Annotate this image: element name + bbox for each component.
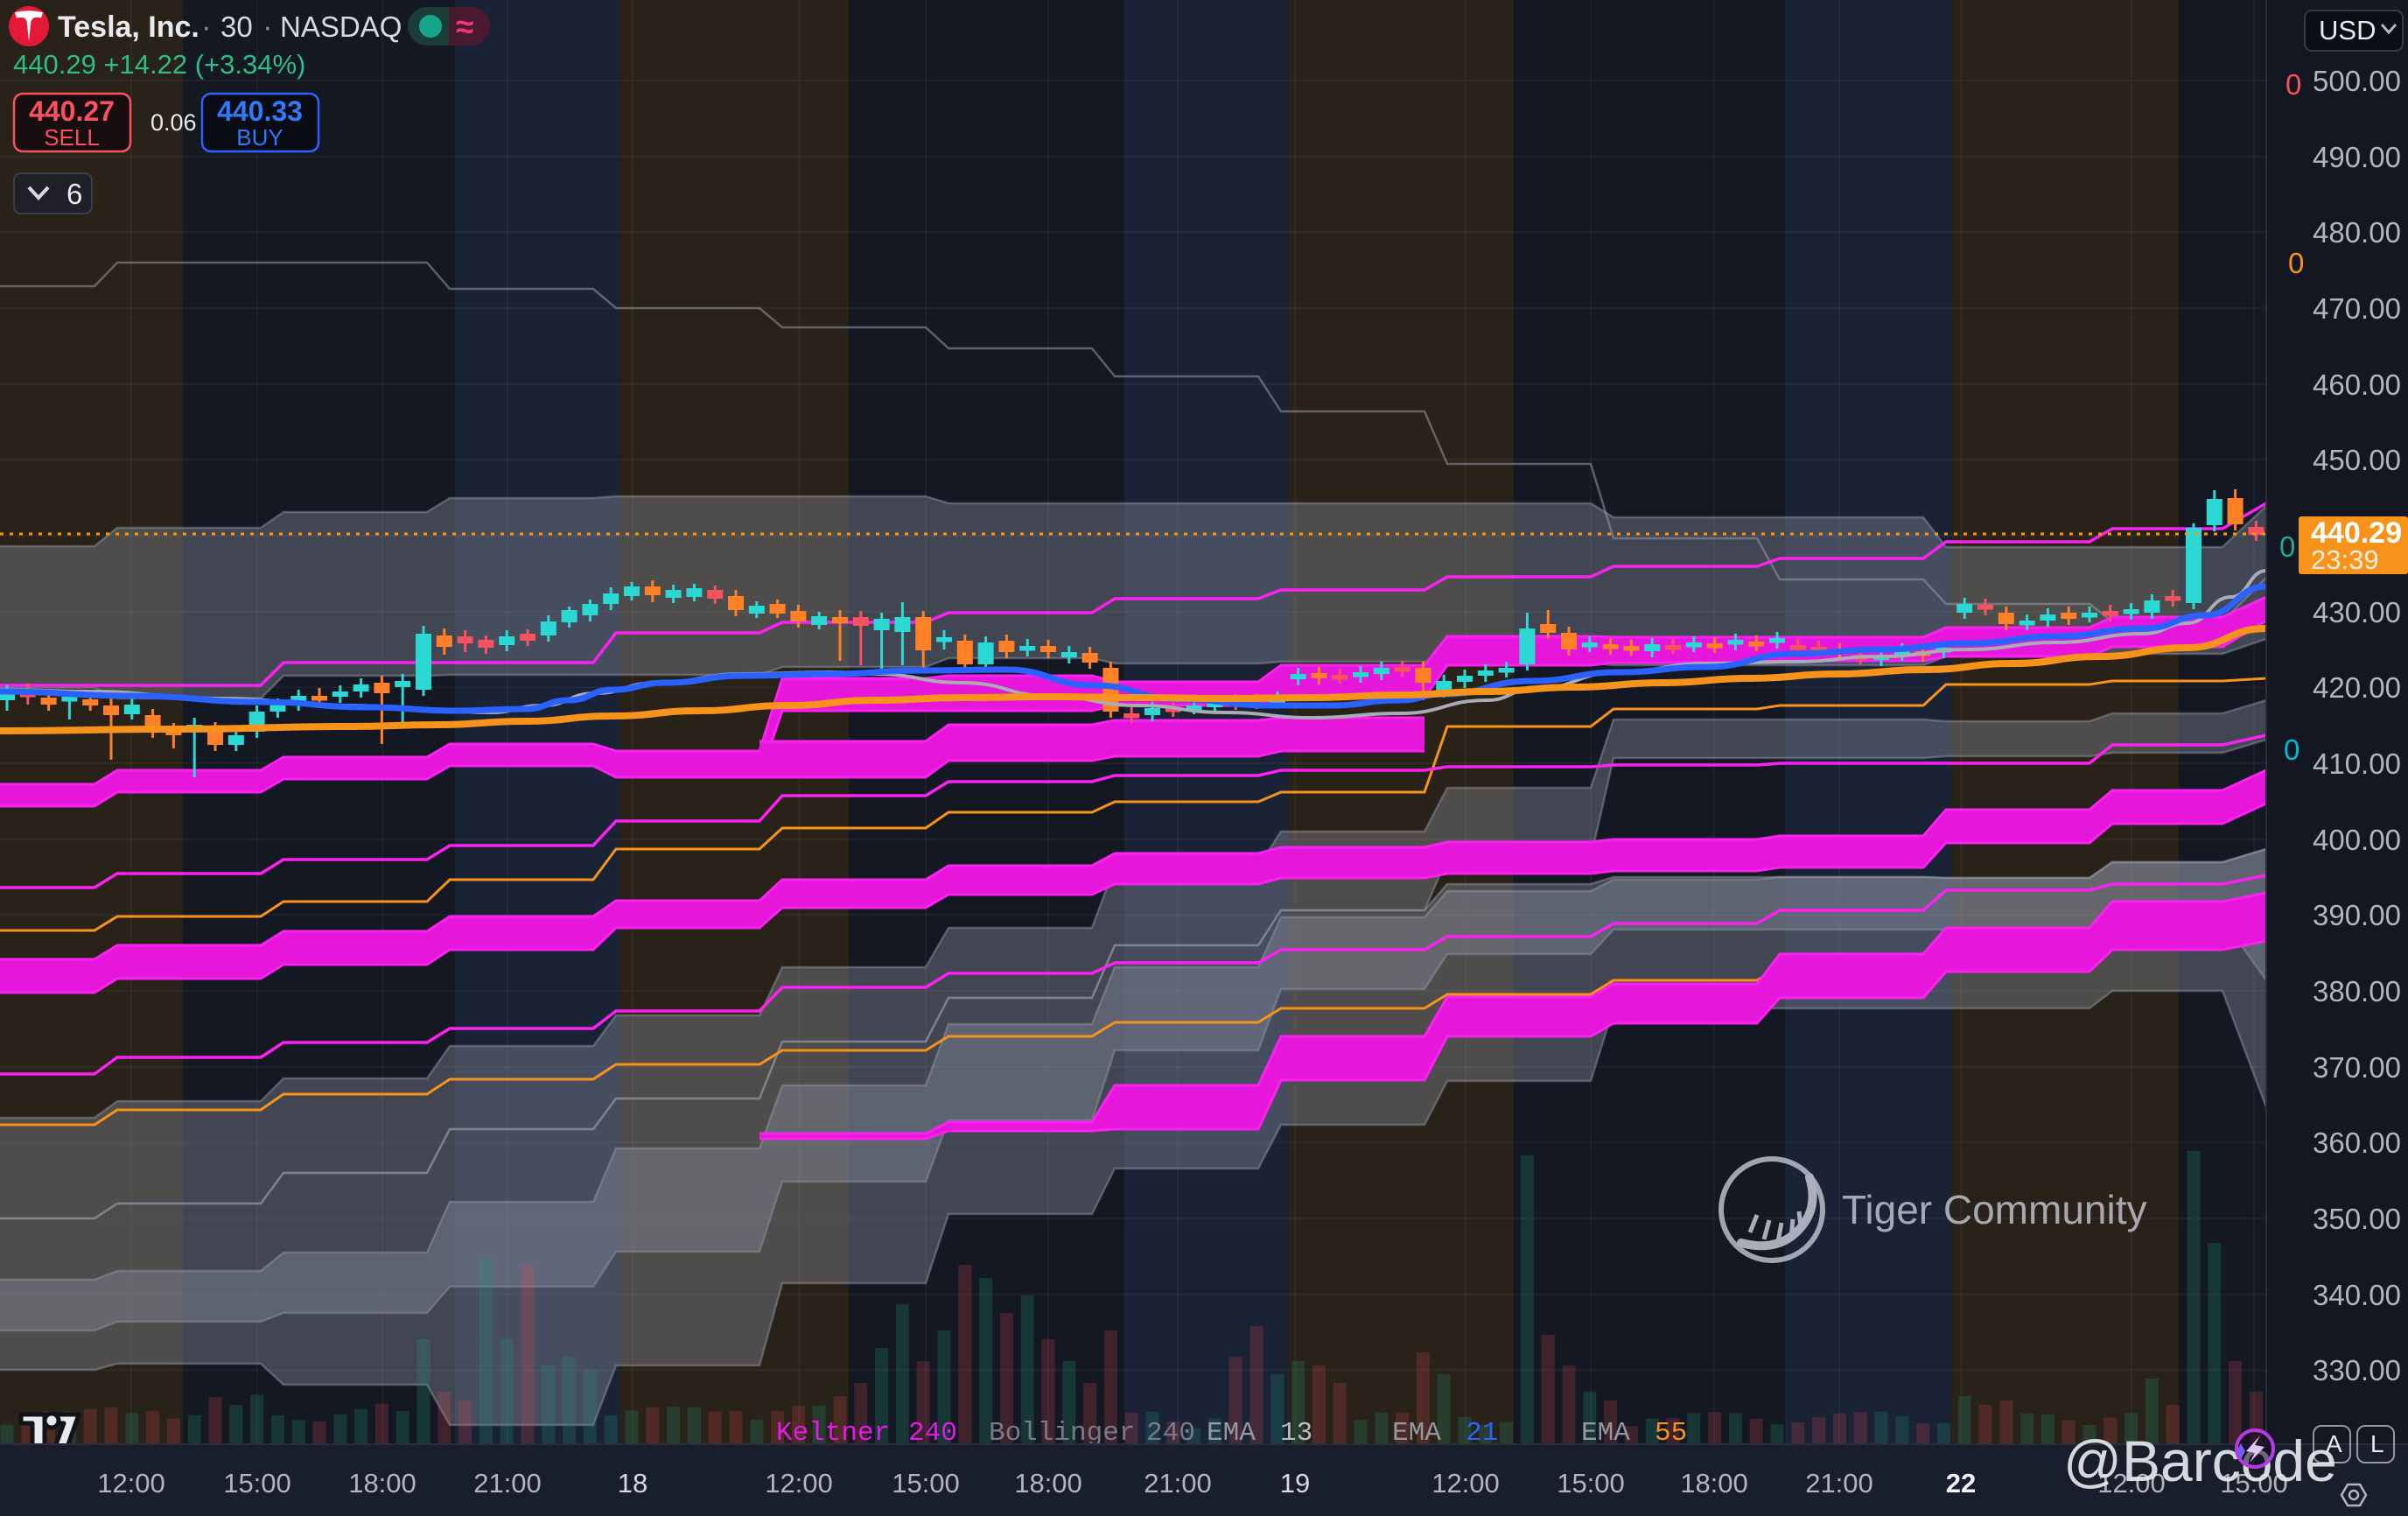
svg-text:330.00: 330.00: [2313, 1354, 2401, 1386]
svg-text:30: 30: [220, 11, 253, 43]
svg-text:L: L: [2370, 1430, 2384, 1457]
svg-text:12:00: 12:00: [97, 1468, 165, 1498]
svg-text:410.00: 410.00: [2313, 747, 2401, 780]
svg-text:·: ·: [201, 10, 212, 44]
svg-text:23:39: 23:39: [2311, 544, 2379, 575]
svg-text:18: 18: [618, 1468, 648, 1498]
svg-text:440.27: 440.27: [29, 95, 115, 127]
svg-text:0: 0: [2288, 247, 2304, 279]
svg-text:12:00: 12:00: [1432, 1468, 1500, 1498]
svg-text:21:00: 21:00: [473, 1468, 542, 1498]
svg-text:21:00: 21:00: [1805, 1468, 1873, 1498]
svg-text:15:00: 15:00: [1557, 1468, 1625, 1498]
svg-text:15:00: 15:00: [2220, 1468, 2288, 1498]
svg-text:18:00: 18:00: [348, 1468, 416, 1498]
svg-text:420.00: 420.00: [2313, 671, 2401, 704]
svg-text:500.00: 500.00: [2313, 65, 2401, 97]
svg-text:Tesla, Inc.: Tesla, Inc.: [58, 11, 200, 44]
svg-text:380.00: 380.00: [2313, 975, 2401, 1007]
svg-text:15:00: 15:00: [892, 1468, 960, 1498]
svg-text:18:00: 18:00: [1014, 1468, 1082, 1498]
svg-text:390.00: 390.00: [2313, 899, 2401, 931]
svg-text:440.33: 440.33: [217, 95, 303, 127]
svg-text:22: 22: [1946, 1468, 1976, 1498]
svg-text:450.00: 450.00: [2313, 444, 2401, 476]
svg-text:·: ·: [262, 10, 273, 44]
svg-text:6: 6: [66, 178, 82, 210]
svg-text:360.00: 360.00: [2313, 1126, 2401, 1159]
svg-text:440.29 +14.22 (+3.34%): 440.29 +14.22 (+3.34%): [13, 49, 305, 80]
svg-text:370.00: 370.00: [2313, 1051, 2401, 1084]
svg-text:440.29: 440.29: [2311, 516, 2402, 550]
svg-text:A: A: [2326, 1430, 2342, 1457]
svg-text:19: 19: [1280, 1468, 1310, 1498]
svg-text:480.00: 480.00: [2313, 216, 2401, 249]
svg-text:≈: ≈: [456, 9, 473, 45]
svg-text:460.00: 460.00: [2313, 368, 2401, 401]
svg-text:21:00: 21:00: [1144, 1468, 1212, 1498]
svg-text:490.00: 490.00: [2313, 141, 2401, 173]
svg-text:12:00: 12:00: [2097, 1468, 2166, 1498]
svg-text:12:00: 12:00: [765, 1468, 833, 1498]
svg-text:Tiger Community: Tiger Community: [1842, 1187, 2146, 1232]
svg-text:BUY: BUY: [236, 124, 283, 151]
svg-text:470.00: 470.00: [2313, 292, 2401, 325]
svg-text:340.00: 340.00: [2313, 1279, 2401, 1311]
svg-text:SELL: SELL: [44, 124, 100, 151]
svg-text:0.06: 0.06: [150, 109, 197, 136]
svg-text:350.00: 350.00: [2313, 1203, 2401, 1235]
svg-text:0: 0: [2284, 733, 2300, 766]
svg-text:400.00: 400.00: [2313, 824, 2401, 856]
svg-text:0: 0: [2279, 530, 2295, 563]
svg-text:NASDAQ: NASDAQ: [280, 11, 402, 43]
svg-text:USD: USD: [2319, 15, 2376, 46]
svg-text:0: 0: [2286, 68, 2301, 101]
svg-text:@Barcode: @Barcode: [2063, 1428, 2337, 1493]
svg-text:430.00: 430.00: [2313, 596, 2401, 628]
svg-text:18:00: 18:00: [1680, 1468, 1748, 1498]
svg-text:15:00: 15:00: [223, 1468, 291, 1498]
